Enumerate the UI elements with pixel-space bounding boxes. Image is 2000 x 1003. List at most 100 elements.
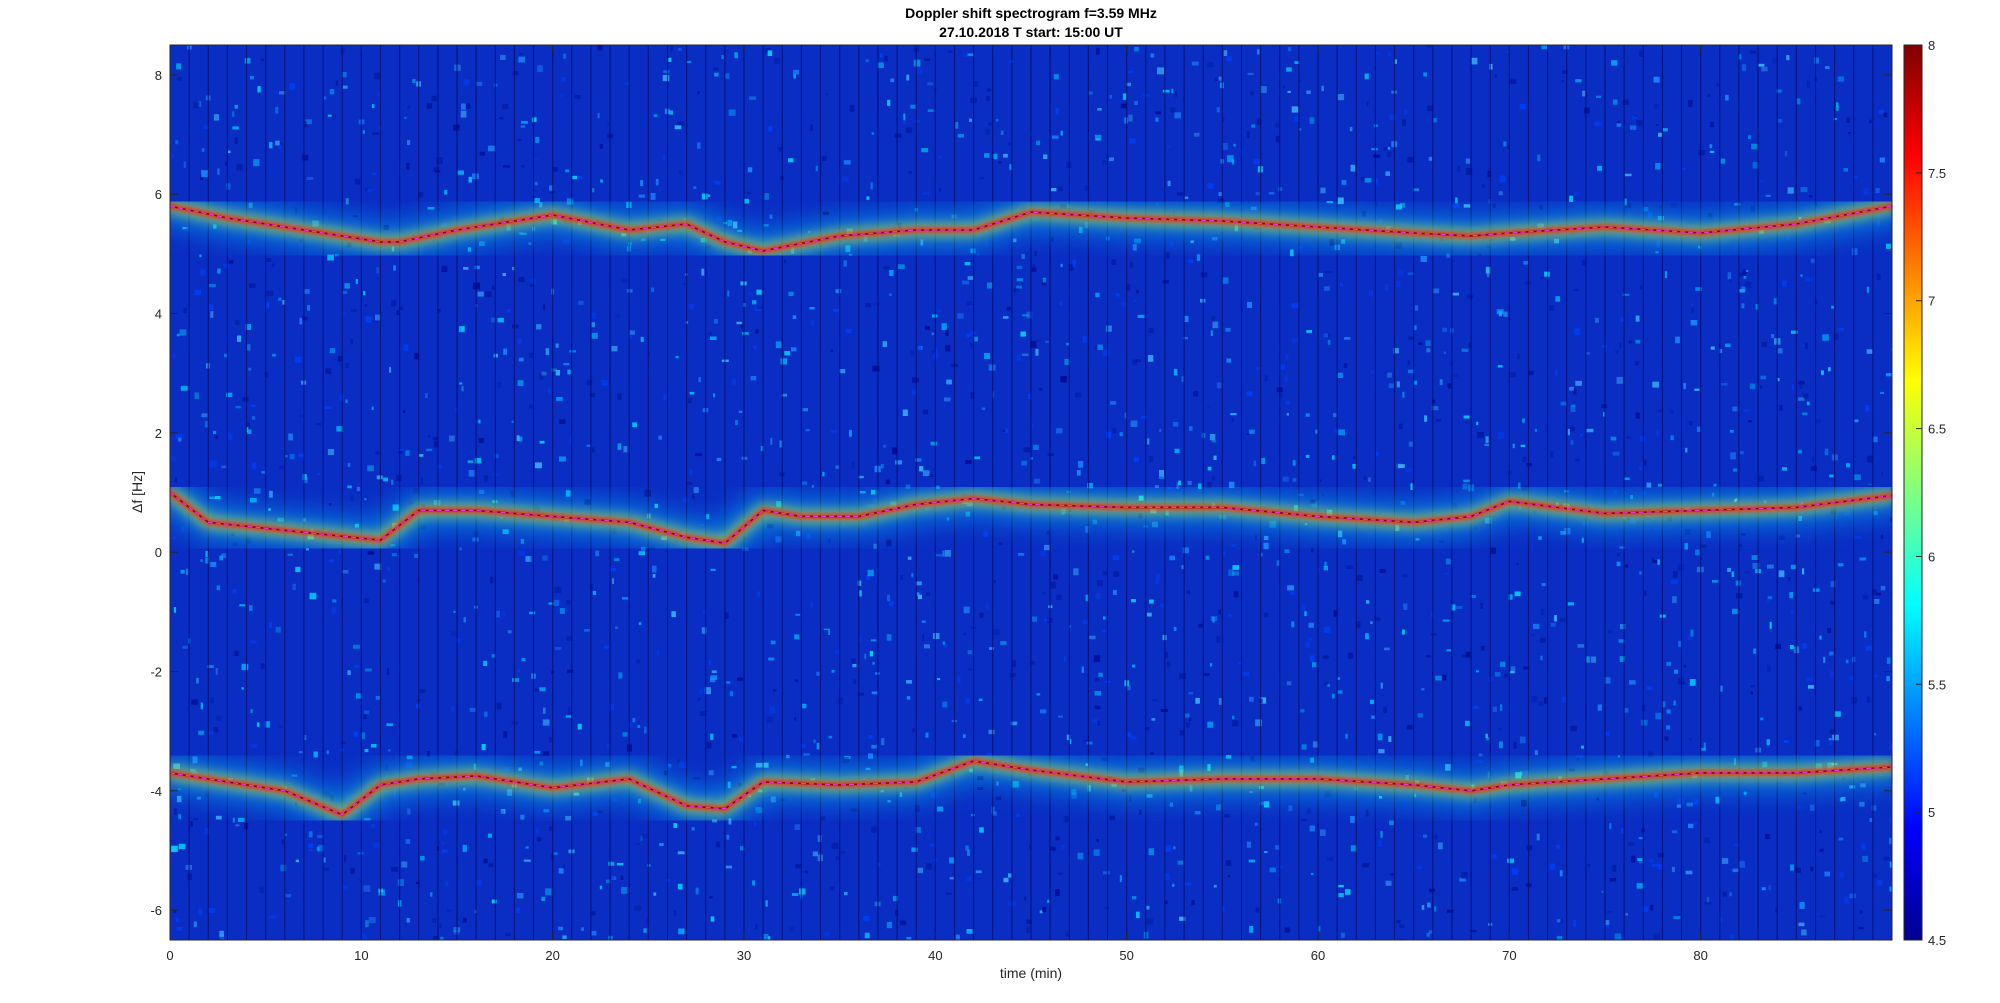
noise-speckle: [1102, 160, 1107, 165]
noise-speckle: [1695, 549, 1700, 556]
noise-speckle: [1246, 433, 1250, 436]
noise-speckle: [1619, 546, 1626, 549]
noise-speckle: [1036, 140, 1041, 145]
noise-speckle: [1389, 820, 1395, 826]
noise-speckle: [1282, 85, 1285, 89]
noise-speckle: [177, 795, 182, 803]
noise-speckle: [671, 611, 676, 618]
noise-speckle: [354, 665, 360, 668]
noise-speckle: [537, 754, 543, 757]
noise-speckle: [732, 378, 736, 386]
noise-speckle: [769, 706, 776, 714]
noise-speckle: [1147, 355, 1154, 362]
noise-speckle: [1348, 652, 1354, 659]
noise-speckle: [399, 306, 404, 310]
noise-speckle: [945, 329, 949, 336]
noise-speckle: [1573, 328, 1581, 336]
noise-speckle: [1466, 420, 1469, 425]
noise-speckle: [1759, 179, 1765, 183]
noise-speckle: [686, 482, 692, 485]
noise-speckle: [1397, 269, 1404, 276]
noise-speckle: [1719, 685, 1723, 692]
noise-speckle: [1873, 732, 1877, 736]
noise-speckle: [1740, 451, 1744, 455]
noise-speckle: [1539, 637, 1546, 643]
noise-speckle: [1486, 736, 1490, 741]
noise-speckle: [1571, 404, 1576, 408]
noise-speckle: [1155, 578, 1159, 585]
noise-speckle: [577, 723, 582, 730]
noise-speckle: [1132, 550, 1135, 553]
noise-speckle: [1309, 655, 1315, 662]
noise-speckle: [1196, 254, 1201, 261]
noise-speckle: [1398, 423, 1403, 429]
noise-speckle: [1047, 899, 1050, 903]
noise-speckle: [281, 839, 284, 845]
noise-speckle: [436, 308, 441, 313]
noise-speckle: [1127, 70, 1134, 74]
noise-speckle: [1798, 706, 1803, 711]
noise-speckle: [969, 118, 973, 122]
noise-speckle: [1508, 594, 1513, 600]
noise-speckle: [781, 798, 785, 802]
noise-speckle: [1375, 52, 1380, 55]
noise-speckle: [963, 54, 969, 57]
noise-speckle: [1102, 349, 1109, 356]
noise-speckle: [1833, 333, 1839, 340]
noise-speckle: [1624, 202, 1632, 209]
noise-speckle: [1814, 57, 1819, 64]
noise-speckle: [1055, 836, 1060, 841]
noise-speckle: [1750, 685, 1754, 688]
noise-speckle: [612, 798, 618, 802]
noise-speckle: [1691, 307, 1694, 313]
noise-speckle: [1620, 827, 1624, 834]
noise-speckle: [173, 353, 176, 358]
noise-speckle: [1226, 358, 1232, 363]
noise-speckle: [736, 321, 742, 325]
noise-speckle: [563, 239, 570, 245]
noise-speckle: [403, 344, 409, 351]
noise-speckle: [269, 142, 273, 149]
noise-speckle: [443, 829, 448, 835]
noise-speckle: [1187, 480, 1192, 485]
noise-speckle: [1838, 837, 1844, 841]
noise-speckle: [1013, 238, 1017, 243]
noise-speckle: [1183, 337, 1188, 340]
noise-speckle: [738, 410, 743, 413]
noise-speckle: [427, 751, 430, 757]
noise-speckle: [816, 742, 820, 750]
noise-speckle: [205, 557, 210, 564]
noise-speckle: [1216, 382, 1222, 389]
noise-speckle: [1069, 739, 1072, 745]
noise-speckle: [1638, 837, 1644, 840]
noise-speckle: [1003, 877, 1009, 883]
noise-speckle: [221, 553, 227, 559]
noise-speckle: [1581, 537, 1584, 543]
noise-speckle: [451, 706, 455, 712]
noise-speckle: [1429, 888, 1435, 893]
noise-speckle: [1256, 118, 1262, 125]
noise-speckle: [886, 539, 892, 547]
noise-speckle: [1526, 845, 1533, 851]
noise-speckle: [922, 192, 930, 195]
noise-speckle: [1534, 750, 1538, 755]
noise-speckle: [1327, 339, 1331, 345]
noise-speckle: [1016, 285, 1022, 289]
noise-speckle: [984, 153, 990, 158]
noise-speckle: [1612, 864, 1617, 872]
noise-speckle: [334, 254, 339, 257]
y-tick-label: 2: [155, 426, 162, 441]
noise-speckle: [1512, 443, 1515, 449]
noise-speckle: [441, 849, 448, 853]
noise-speckle: [248, 367, 252, 371]
noise-speckle: [1656, 409, 1663, 413]
noise-speckle: [396, 310, 400, 316]
noise-speckle: [369, 320, 377, 323]
noise-speckle: [648, 546, 656, 551]
noise-speckle: [1218, 76, 1222, 81]
noise-speckle: [687, 398, 692, 404]
noise-speckle: [1751, 555, 1758, 560]
noise-speckle: [1828, 482, 1831, 486]
noise-speckle: [1822, 334, 1829, 341]
noise-speckle: [1484, 443, 1489, 446]
